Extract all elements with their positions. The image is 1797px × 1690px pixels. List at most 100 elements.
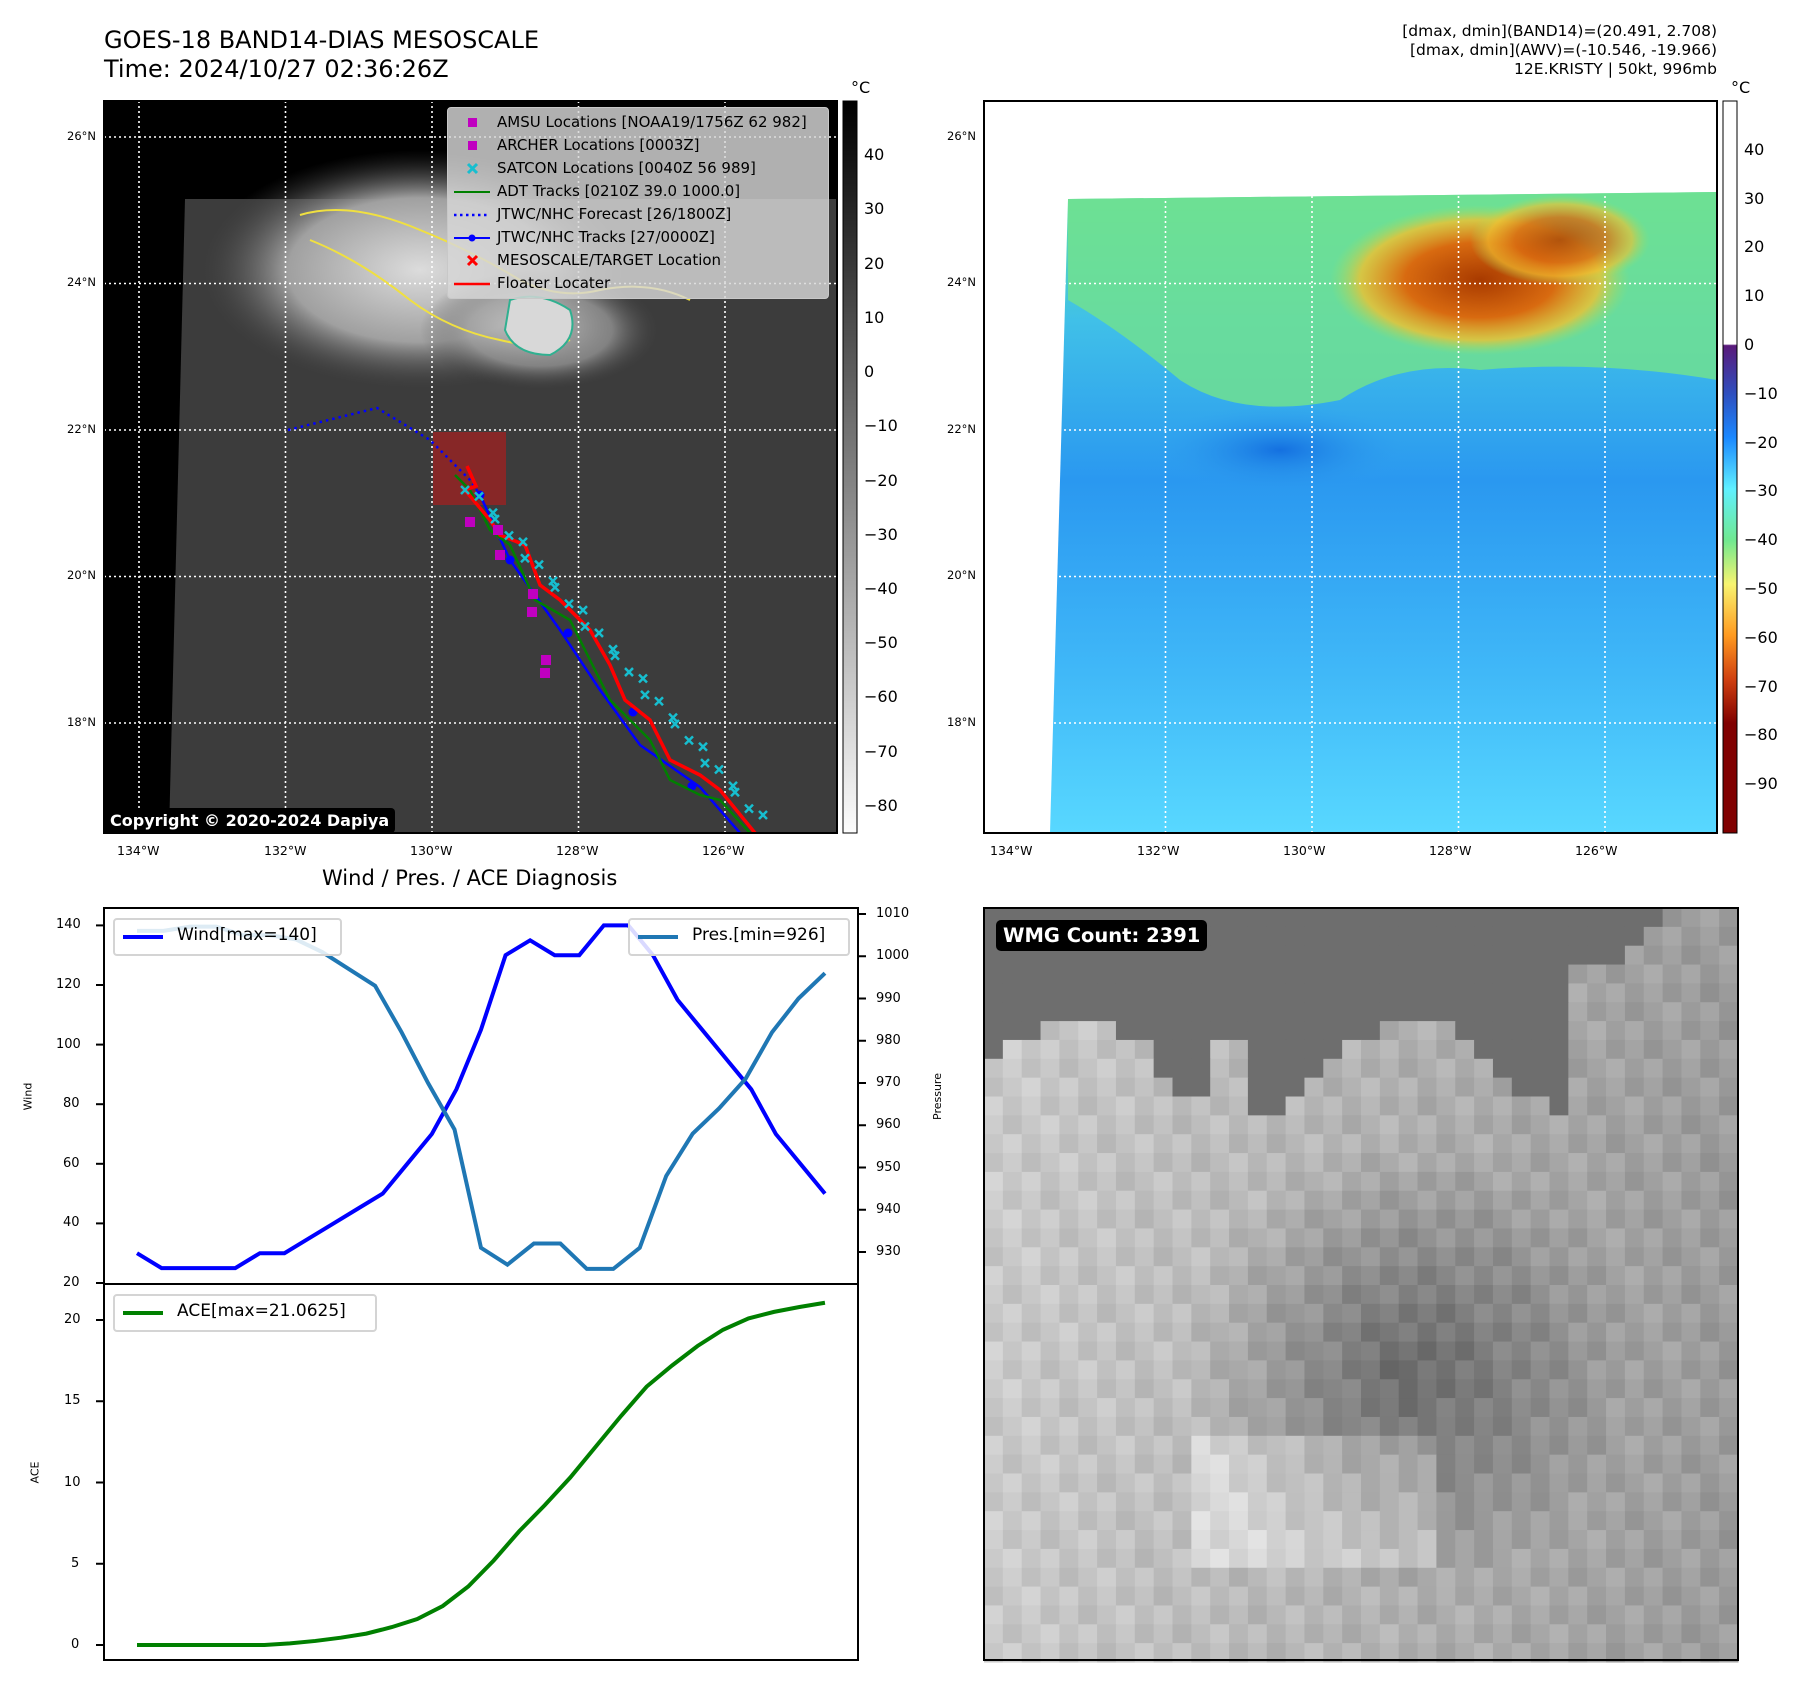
awv-map-frame — [983, 100, 1718, 834]
wmg-pixel — [1021, 1473, 1042, 1493]
wmg-pixel — [1587, 1153, 1607, 1173]
wmg-pixel — [1040, 1341, 1060, 1361]
wmg-pixel — [1436, 1643, 1456, 1663]
wmg-pixel — [1643, 1624, 1664, 1644]
colorbar-tick-label: −20 — [1744, 432, 1778, 452]
wmg-pixel — [1134, 964, 1155, 984]
wmg-pixel — [1285, 1247, 1305, 1267]
wmg-pixel — [1247, 1379, 1268, 1399]
wmg-pixel — [1587, 1021, 1607, 1041]
wmg-pixel — [1624, 1115, 1645, 1135]
wmg-pixel — [1549, 1530, 1569, 1550]
wmg-pixel — [984, 1058, 1004, 1079]
satcon-marker — [580, 621, 590, 632]
wmg-pixel — [1115, 1473, 1136, 1493]
wmg-pixel — [1455, 1322, 1475, 1343]
wmg-pixel — [1266, 1096, 1287, 1116]
wmg-pixel — [1606, 1266, 1626, 1286]
wmg-pixel — [1398, 1266, 1419, 1286]
wmg-pixel — [1285, 1228, 1305, 1248]
wmg-pixel — [1361, 1567, 1381, 1588]
wmg-pixel — [1097, 1171, 1117, 1192]
wmg-pixel — [1719, 1002, 1739, 1022]
wmg-pixel — [1040, 1435, 1060, 1456]
wmg-pixel — [1643, 1492, 1664, 1512]
wmg-pixel — [1115, 1153, 1136, 1173]
wmg-pixel — [1719, 1492, 1739, 1512]
wmg-pixel — [1323, 1021, 1343, 1041]
wmg-pixel — [1417, 1303, 1437, 1324]
wmg-pixel — [1247, 1398, 1268, 1418]
wmg-pixel — [1474, 1398, 1494, 1418]
cyan-x-icon — [466, 162, 479, 175]
wmg-pixel — [1002, 1039, 1023, 1060]
wmg-pixel — [1078, 964, 1098, 984]
lat-label: 22°N — [67, 422, 96, 436]
wmg-pixel — [1436, 1190, 1456, 1211]
wmg-pixel — [1436, 1454, 1456, 1474]
wmg-pixel — [1153, 1002, 1173, 1022]
wmg-pixel — [1719, 1228, 1739, 1248]
wmg-pixel — [1719, 1586, 1739, 1606]
wmg-pixel — [1417, 1643, 1437, 1663]
wmg-pixel — [1436, 1228, 1456, 1248]
wmg-pixel — [1719, 1360, 1739, 1380]
wmg-pixel — [1078, 1530, 1098, 1550]
wmg-pixel — [1040, 1002, 1060, 1022]
wmg-pixel — [1266, 1530, 1287, 1550]
wmg-pixel — [1436, 1077, 1456, 1097]
wmg-pixel — [1342, 1454, 1362, 1474]
wmg-pixel — [1549, 1643, 1569, 1663]
amsu-archer-marker — [528, 589, 538, 599]
wmg-pixel — [1134, 1473, 1155, 1493]
wmg-pixel — [1492, 1303, 1513, 1324]
wmg-pixel — [1681, 1058, 1701, 1079]
wmg-pixel — [1700, 1303, 1720, 1324]
wmg-pixel — [1643, 1548, 1664, 1569]
wmg-pixel — [1021, 1435, 1042, 1456]
wmg-pixel — [1285, 1171, 1305, 1192]
wmg-pixel — [1342, 1115, 1362, 1135]
wmg-pixel — [1492, 1190, 1513, 1211]
wmg-pixel — [1021, 1360, 1042, 1380]
wmg-pixel — [1568, 1435, 1588, 1456]
wmg-pixel — [1662, 1341, 1682, 1361]
wmg-pixel — [1153, 1416, 1173, 1437]
satcon-marker — [460, 485, 470, 495]
wmg-pixel — [1662, 1379, 1682, 1399]
wmg-pixel — [1134, 1398, 1155, 1418]
ace-legend-label: ACE[max=21.0625] — [177, 1301, 346, 1321]
wmg-pixel — [1549, 1209, 1569, 1229]
wmg-pixel — [1285, 1473, 1305, 1493]
wmg-pixel — [1266, 1605, 1287, 1625]
wmg-pixel — [1078, 1360, 1098, 1380]
wmg-pixel — [1172, 1548, 1192, 1569]
wmg-pixel — [1568, 1247, 1588, 1267]
wmg-pixel — [1511, 1021, 1532, 1041]
wmg-pixel — [1342, 1624, 1362, 1644]
wmg-pixel — [1379, 1416, 1400, 1437]
wmg-pixel — [1474, 1002, 1494, 1022]
wmg-pixel — [1153, 1190, 1173, 1211]
wmg-pixel — [1530, 1643, 1550, 1663]
wmg-pixel — [1511, 1548, 1532, 1569]
wmg-pixel — [1191, 1039, 1211, 1060]
wmg-pixel — [1002, 1360, 1023, 1380]
wmg-pixel — [1172, 1153, 1192, 1173]
wmg-pixel — [1210, 964, 1230, 984]
wmg-pixel — [1700, 1511, 1720, 1531]
wmg-pixel — [1606, 964, 1626, 984]
ace-tick-label: 10 — [64, 1474, 81, 1490]
wmg-pixel — [1549, 1416, 1569, 1437]
wmg-pixel — [1436, 1360, 1456, 1380]
wmg-pixel — [1021, 1077, 1042, 1097]
wmg-pixel — [1247, 1530, 1268, 1550]
wmg-pixel — [1511, 1586, 1532, 1606]
wmg-pixel — [1040, 1360, 1060, 1380]
wmg-pixel — [1285, 1398, 1305, 1418]
wmg-pixel — [1379, 1228, 1400, 1248]
colorbar-tick-label: 40 — [1744, 139, 1765, 159]
wmg-pixel — [1059, 1416, 1079, 1437]
wmg-pixel — [1417, 1435, 1437, 1456]
wmg-pixel — [1040, 964, 1060, 984]
